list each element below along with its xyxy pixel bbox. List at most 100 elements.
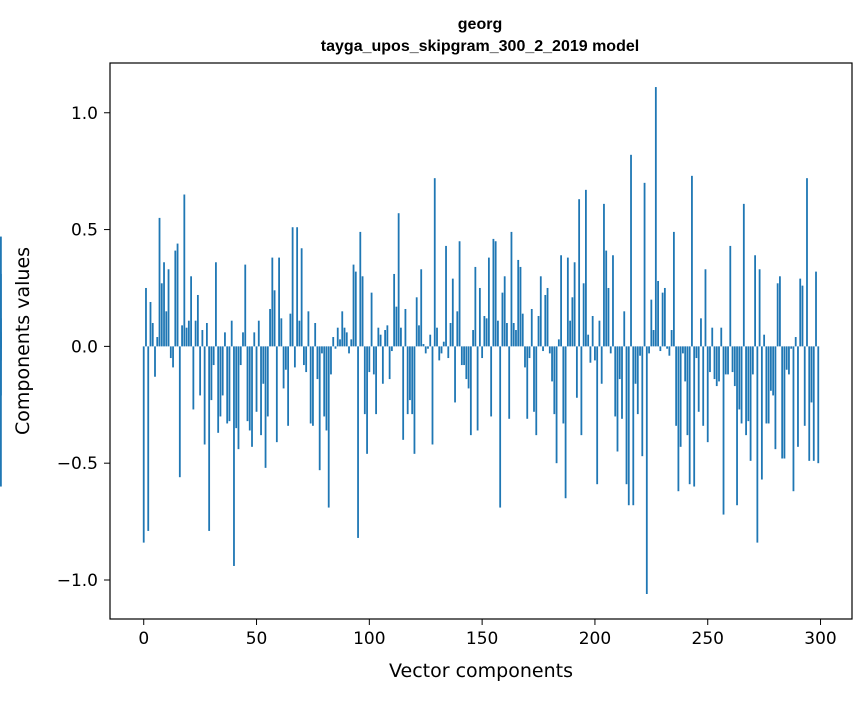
bar [303,346,305,366]
bar [697,346,700,412]
bar [490,346,493,417]
bar [754,255,756,347]
bar [512,323,515,347]
bar [517,259,520,347]
bar [566,257,569,347]
bar [332,337,335,347]
chart-title: georg [458,16,502,33]
bar [224,332,226,347]
bar [205,323,208,347]
bar [465,346,468,380]
bar [668,346,671,356]
bar [377,327,380,347]
bar [366,346,368,454]
bar [533,346,535,412]
bar [521,313,524,347]
bar [397,213,400,347]
bar [571,297,574,347]
bar [605,250,608,347]
bar [393,273,396,347]
bar [503,276,506,347]
bar [587,334,590,347]
bar [251,346,253,447]
bar [519,266,522,347]
bar [551,346,553,382]
bar [280,318,283,347]
bar [291,227,294,347]
bar [451,278,454,347]
bar [711,327,714,347]
bar [478,287,481,347]
bar [790,346,793,349]
bar [242,332,244,347]
bar [580,346,583,436]
bar [596,346,599,485]
bar [187,320,190,347]
bar [402,346,405,440]
bar [684,346,687,382]
bar [176,243,179,347]
bar [411,346,414,415]
bar [510,231,513,347]
bar [806,178,808,347]
bar [808,346,811,461]
bar [406,346,409,415]
bar [591,316,594,347]
bar [727,346,729,375]
bar [266,346,269,417]
bar [758,269,761,347]
bar [652,330,655,347]
bar [485,318,488,347]
bar [361,276,364,347]
bar [287,346,290,426]
bar [476,346,479,431]
bar [422,344,425,347]
bar [293,346,296,368]
bars-group [0,87,820,594]
bar [154,346,156,377]
bar [688,346,691,485]
bar [440,346,443,354]
bar [343,327,346,347]
bar [321,346,323,354]
bar [607,287,610,347]
bar [345,332,348,347]
bar [368,346,371,373]
bar [544,294,547,347]
bar [181,325,183,347]
bar [713,346,716,380]
bar [221,346,224,396]
bar [661,292,664,347]
bar [650,299,653,347]
bar [695,346,698,359]
bar [691,175,693,347]
bar [212,346,215,366]
bar [625,346,628,485]
bar [528,346,531,359]
bar [654,87,657,347]
bar [442,341,445,347]
bar [704,269,707,347]
bar [621,346,623,419]
bar [709,346,711,373]
bar [575,346,578,398]
bar [282,346,285,389]
bar [318,346,321,471]
bar [594,346,596,361]
bar [169,346,172,359]
bar [467,346,470,389]
bar [747,346,750,422]
bar [350,339,353,347]
bar [578,199,581,347]
bar [192,346,195,410]
bar [447,346,450,359]
bar [300,248,303,347]
bar [458,241,461,347]
bar [731,346,734,373]
bar [539,276,542,347]
bar [557,339,560,347]
bar [264,346,267,468]
bar [672,231,675,347]
bar [589,346,592,363]
